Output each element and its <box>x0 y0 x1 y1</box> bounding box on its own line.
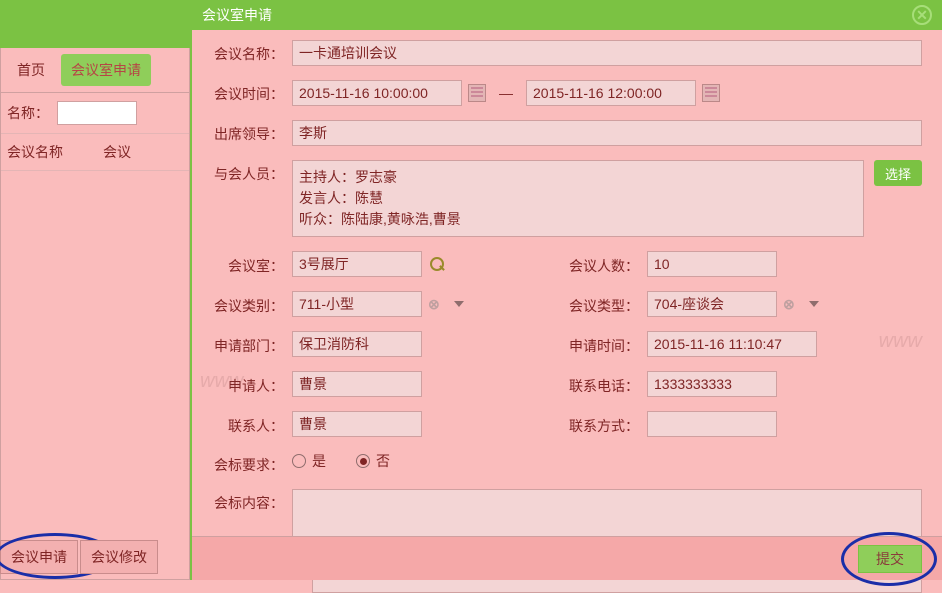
row-category-type: 会议类别： 711-小型 ⊗ 会议类型： 704-座谈会 ⊗ <box>212 291 922 317</box>
label-dept: 申请部门： <box>212 332 292 356</box>
dialog-title: 会议室申请 <box>202 5 272 25</box>
th-room: 会议 <box>103 142 131 162</box>
close-icon[interactable]: ✕ <box>912 5 932 25</box>
select-button[interactable]: 选择 <box>874 160 922 186</box>
label-contact-way: 联系方式： <box>567 412 647 436</box>
input-count[interactable]: 10 <box>647 251 777 277</box>
input-time-start[interactable]: 2015-11-16 10:00:00 <box>292 80 462 106</box>
label-banner-req: 会标要求： <box>212 451 292 475</box>
chevron-down-icon[interactable] <box>809 301 819 307</box>
input-phone[interactable]: 1333333333 <box>647 371 777 397</box>
textarea-banner-content[interactable] <box>292 489 922 539</box>
label-type: 会议类型： <box>567 292 647 316</box>
table-header-row: 会议名称 会议 <box>1 134 189 171</box>
input-dept[interactable]: 保卫消防科 <box>292 331 422 357</box>
attendees-line2: 发言人：陈慧 <box>299 188 857 209</box>
label-leaders: 出席领导： <box>212 120 292 144</box>
chevron-down-icon[interactable] <box>454 301 464 307</box>
row-name: 会议名称： 一卡通培训会议 <box>212 40 922 66</box>
label-category: 会议类别： <box>212 292 292 316</box>
radio-no-label: 否 <box>376 451 390 471</box>
input-name[interactable]: 一卡通培训会议 <box>292 40 922 66</box>
clear-icon[interactable]: ⊗ <box>428 296 440 313</box>
input-apply-time: 2015-11-16 11:10:47 <box>647 331 817 357</box>
label-phone: 联系电话： <box>567 372 647 396</box>
filter-input[interactable] <box>57 101 137 125</box>
input-contact[interactable]: 曹景 <box>292 411 422 437</box>
attendees-line1: 主持人：罗志豪 <box>299 167 857 188</box>
row-banner-req: 会标要求： 是 否 <box>212 451 922 475</box>
meeting-apply-button[interactable]: 会议申请 <box>0 540 78 574</box>
dialog-footer: 提交 <box>192 536 942 580</box>
select-type[interactable]: 704-座谈会 <box>647 291 777 317</box>
label-time: 会议时间： <box>212 80 292 104</box>
input-time-end[interactable]: 2015-11-16 12:00:00 <box>526 80 696 106</box>
row-dept-applytime: 申请部门： 保卫消防科 申请时间： 2015-11-16 11:10:47 <box>212 331 922 357</box>
input-contact-way[interactable] <box>647 411 777 437</box>
input-room[interactable]: 3号展厅 <box>292 251 422 277</box>
form-area: 会议名称： 一卡通培训会议 会议时间： 2015-11-16 10:00:00 … <box>192 30 942 536</box>
row-time: 会议时间： 2015-11-16 10:00:00 — 2015-11-16 1… <box>212 80 922 106</box>
filter-row: 名称： <box>1 93 189 134</box>
time-dash: — <box>486 85 526 101</box>
row-leaders: 出席领导： 李斯 <box>212 120 922 146</box>
radio-no[interactable] <box>356 454 370 468</box>
row-applicant-phone: 申请人： 曹景 联系电话： 1333333333 <box>212 371 922 397</box>
meeting-modify-button[interactable]: 会议修改 <box>80 540 158 574</box>
attendees-line3: 听众：陈陆康,黄咏浩,曹景 <box>299 209 857 230</box>
label-contact: 联系人： <box>212 412 292 436</box>
label-applicant: 申请人： <box>212 372 292 396</box>
calendar-icon[interactable] <box>702 84 720 102</box>
label-count: 会议人数： <box>567 252 647 276</box>
tab-home[interactable]: 首页 <box>7 54 55 86</box>
dialog-meeting-apply: 会议室申请 ✕ 会议名称： 一卡通培训会议 会议时间： 2015-11-16 1… <box>190 0 942 580</box>
bottom-left-buttons: 会议申请 会议修改 <box>0 540 160 574</box>
calendar-icon[interactable] <box>468 84 486 102</box>
label-apply-time: 申请时间： <box>567 332 647 356</box>
label-attendees: 与会人员： <box>212 160 292 184</box>
tabs-row: 首页 会议室申请 <box>1 48 189 93</box>
row-banner-content: 会标内容： <box>212 489 922 539</box>
submit-label: 提交 <box>876 551 904 567</box>
search-icon[interactable] <box>428 255 446 273</box>
label-banner-content: 会标内容： <box>212 489 292 513</box>
input-applicant[interactable]: 曹景 <box>292 371 422 397</box>
radio-yes-label: 是 <box>312 451 326 471</box>
row-contact-way: 联系人： 曹景 联系方式： <box>212 411 922 437</box>
select-category[interactable]: 711-小型 <box>292 291 422 317</box>
filter-label: 名称： <box>7 103 49 123</box>
clear-icon[interactable]: ⊗ <box>783 296 795 313</box>
label-name: 会议名称： <box>212 40 292 64</box>
tab-room-apply[interactable]: 会议室申请 <box>61 54 151 86</box>
th-name: 会议名称 <box>7 142 63 162</box>
input-leaders[interactable]: 李斯 <box>292 120 922 146</box>
submit-button[interactable]: 提交 <box>858 545 922 573</box>
meeting-apply-label: 会议申请 <box>11 549 67 565</box>
label-room: 会议室： <box>212 252 292 276</box>
dialog-header: 会议室申请 ✕ <box>192 0 942 30</box>
left-panel: 首页 会议室申请 名称： 会议名称 会议 <box>0 48 190 580</box>
row-attendees: 与会人员： 主持人：罗志豪 发言人：陈慧 听众：陈陆康,黄咏浩,曹景 选择 <box>212 160 922 237</box>
row-room-count: 会议室： 3号展厅 会议人数： 10 <box>212 251 922 277</box>
radio-yes[interactable] <box>292 454 306 468</box>
attendees-box[interactable]: 主持人：罗志豪 发言人：陈慧 听众：陈陆康,黄咏浩,曹景 <box>292 160 864 237</box>
